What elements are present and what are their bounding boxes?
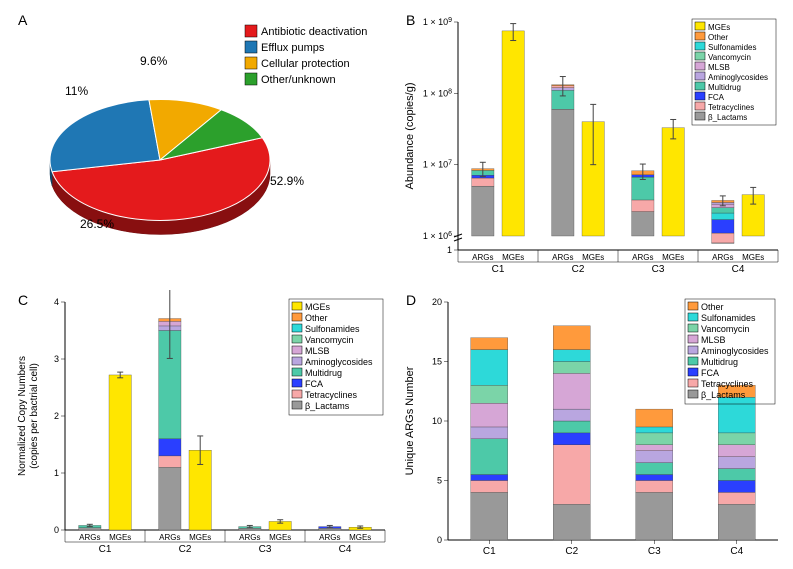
svg-text:MGEs: MGEs (708, 23, 730, 32)
svg-text:MLSB: MLSB (708, 63, 730, 72)
svg-text:Vancomycin: Vancomycin (708, 53, 751, 62)
svg-text:1 × 107: 1 × 107 (423, 159, 452, 170)
svg-text:C4: C4 (730, 546, 743, 557)
svg-text:Tetracyclines: Tetracyclines (701, 379, 754, 389)
svg-text:Aminoglycosides: Aminoglycosides (701, 346, 769, 356)
abundance-chart: 1 1 × 106 1 × 107 1 × 108 1 × 109 Abundance (… (398, 10, 783, 285)
svg-text:MGEs: MGEs (189, 533, 211, 542)
svg-text:Normalized Copy Numbers: Normalized Copy Numbers (17, 356, 28, 476)
svg-text:ARGs: ARGs (712, 253, 733, 262)
svg-text:C4: C4 (732, 264, 745, 275)
svg-text:Cellular protection: Cellular protection (261, 58, 350, 70)
svg-text:β_Lactams: β_Lactams (305, 401, 350, 411)
svg-text:Other: Other (305, 313, 328, 323)
svg-text:C1: C1 (483, 546, 496, 557)
svg-text:Sulfonamides: Sulfonamides (708, 43, 756, 52)
svg-text:C4: C4 (339, 544, 352, 555)
svg-text:Vancomycin: Vancomycin (701, 324, 749, 334)
svg-text:26.5%: 26.5% (80, 217, 114, 231)
panel-a-label: A (18, 12, 27, 28)
svg-text:3: 3 (54, 354, 59, 364)
svg-text:ARGs: ARGs (79, 533, 100, 542)
normalized-chart: 0 1 2 3 4 Normalized Copy Numbers(copies per … (10, 290, 390, 565)
svg-text:(copies per bactrial cell): (copies per bactrial cell) (29, 363, 40, 469)
svg-text:Tetracyclines: Tetracyclines (708, 103, 754, 112)
svg-text:MGEs: MGEs (742, 253, 764, 262)
panel-b-label: B (406, 12, 415, 28)
svg-text:1 × 108: 1 × 108 (423, 88, 452, 99)
svg-text:Unique ARGs Number: Unique ARGs Number (404, 366, 416, 475)
svg-text:C3: C3 (259, 544, 272, 555)
svg-text:β_Lactams: β_Lactams (701, 390, 746, 400)
svg-text:Abundance (copies/g): Abundance (copies/g) (404, 82, 416, 189)
panel-d-label: D (406, 292, 416, 308)
svg-text:MGEs: MGEs (502, 253, 524, 262)
svg-text:MLSB: MLSB (701, 335, 726, 345)
svg-text:Vancomycin: Vancomycin (305, 335, 353, 345)
svg-text:ARGs: ARGs (472, 253, 493, 262)
svg-text:Multidrug: Multidrug (708, 83, 741, 92)
svg-text:1 × 106: 1 × 106 (423, 231, 452, 242)
svg-text:2: 2 (54, 411, 59, 421)
svg-text:Antibiotic deactivation: Antibiotic deactivation (261, 26, 367, 38)
svg-text:Other/unknown: Other/unknown (261, 74, 336, 86)
svg-text:C3: C3 (652, 264, 665, 275)
svg-text:ARGs: ARGs (239, 533, 260, 542)
svg-text:FCA: FCA (708, 93, 725, 102)
svg-text:Efflux pumps: Efflux pumps (261, 42, 325, 54)
svg-text:15: 15 (432, 357, 442, 367)
svg-text:C2: C2 (179, 544, 192, 555)
svg-text:MGEs: MGEs (109, 533, 131, 542)
svg-text:β_Lactams: β_Lactams (708, 113, 747, 122)
svg-text:Multidrug: Multidrug (701, 357, 738, 367)
svg-text:0: 0 (437, 535, 442, 545)
svg-text:MGEs: MGEs (269, 533, 291, 542)
svg-text:ARGs: ARGs (159, 533, 180, 542)
panel-c: C 0 1 2 3 4 Normalized Copy Numbers(copies pe… (10, 290, 393, 565)
svg-text:20: 20 (432, 297, 442, 307)
svg-text:Other: Other (708, 33, 728, 42)
svg-text:ARGs: ARGs (552, 253, 573, 262)
svg-text:C2: C2 (572, 264, 585, 275)
svg-text:1: 1 (54, 468, 59, 478)
svg-text:Sulfonamides: Sulfonamides (305, 324, 360, 334)
svg-text:10: 10 (432, 416, 442, 426)
unique-args-chart: 0 5 10 15 20 Unique ARGs Number C1 C2 C3 C4 OtherS… (398, 290, 783, 565)
svg-text:Multidrug: Multidrug (305, 368, 342, 378)
svg-text:52.9%: 52.9% (270, 174, 304, 188)
svg-text:MLSB: MLSB (305, 346, 330, 356)
svg-text:Tetracyclines: Tetracyclines (305, 390, 358, 400)
svg-text:9.6%: 9.6% (140, 54, 168, 68)
svg-text:Aminoglycosides: Aminoglycosides (305, 357, 373, 367)
panel-a: A 52.9% 26.5% 11% 9.6% Antibiotic deactivati… (10, 10, 393, 285)
svg-text:C3: C3 (648, 546, 661, 557)
svg-text:Aminoglycosides: Aminoglycosides (708, 73, 768, 82)
svg-text:4: 4 (54, 297, 59, 307)
svg-text:C1: C1 (492, 264, 505, 275)
figure-grid: A 52.9% 26.5% 11% 9.6% Antibiotic deactivati… (10, 10, 783, 559)
svg-text:MGEs: MGEs (662, 253, 684, 262)
svg-text:FCA: FCA (305, 379, 323, 389)
svg-text:C2: C2 (565, 546, 578, 557)
svg-text:ARGs: ARGs (319, 533, 340, 542)
svg-text:ARGs: ARGs (632, 253, 653, 262)
svg-text:Other: Other (701, 302, 724, 312)
svg-text:1 × 109: 1 × 109 (423, 17, 452, 28)
svg-text:MGEs: MGEs (349, 533, 371, 542)
svg-text:1: 1 (447, 245, 452, 255)
panel-b: B 1 1 × 106 1 × 107 1 × 108 1 × 109 Abundance… (398, 10, 783, 285)
svg-text:MGEs: MGEs (305, 302, 331, 312)
svg-text:FCA: FCA (701, 368, 719, 378)
svg-text:C1: C1 (99, 544, 112, 555)
panel-c-label: C (18, 292, 28, 308)
svg-text:11%: 11% (65, 84, 88, 98)
svg-text:0: 0 (54, 525, 59, 535)
svg-text:MGEs: MGEs (582, 253, 604, 262)
svg-text:5: 5 (437, 476, 442, 486)
panel-d: D 0 5 10 15 20 Unique ARGs Number C1 C2 C3 C4 Othe… (398, 290, 783, 565)
pie-chart: 52.9% 26.5% 11% 9.6% Antibiotic deactivation… (10, 10, 390, 285)
svg-text:Sulfonamides: Sulfonamides (701, 313, 756, 323)
